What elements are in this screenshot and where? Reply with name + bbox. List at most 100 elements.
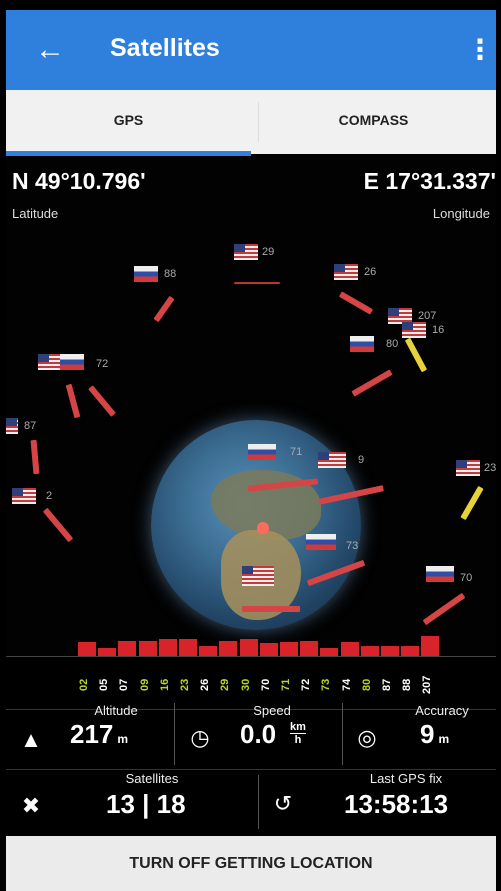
- satellite-prn-label: 72: [300, 678, 313, 692]
- signal-bar: [199, 646, 218, 656]
- satellite-panel: [153, 295, 175, 323]
- signal-bar: [239, 639, 258, 656]
- speed-unit-top: km: [290, 721, 306, 734]
- satellite-prn: 80: [386, 338, 399, 350]
- longitude-label: Longitude: [432, 206, 490, 221]
- satellite-prn: 87: [24, 420, 37, 432]
- divider: [258, 775, 259, 829]
- usa-flag-icon: [456, 460, 480, 476]
- tab-compass[interactable]: COMPASS: [338, 112, 409, 128]
- history-icon: ↺: [273, 791, 293, 816]
- russia-flag-icon: [426, 566, 454, 582]
- signal-bar: [259, 643, 278, 656]
- satellites-value: 13 | 18: [106, 789, 186, 819]
- speed-label: Speed: [253, 703, 291, 718]
- signal-bar: [360, 646, 379, 656]
- page-title: Satellites: [110, 34, 220, 62]
- satellite-prn: 29: [262, 246, 275, 258]
- mountain-icon: ▲: [20, 727, 42, 752]
- altitude-number: 217: [70, 719, 114, 749]
- satellite-panel: [30, 439, 40, 475]
- app-bar: ← Satellites ⋮: [6, 10, 496, 90]
- speed-unit-bottom: h: [294, 734, 302, 746]
- speed-unit: km h: [290, 721, 306, 746]
- signal-bar: [98, 648, 117, 656]
- satellite-icon: ✖: [21, 793, 41, 818]
- divider: [6, 769, 496, 770]
- satellite-prn: 72: [96, 358, 109, 370]
- satellite-prn-label: 30: [239, 678, 252, 692]
- satellite-panel: [460, 485, 484, 521]
- satellite-prn: 9: [358, 454, 365, 466]
- signal-bar: [401, 646, 420, 656]
- satellite-prn: 2: [46, 490, 53, 502]
- satellite-prn-label: 73: [320, 678, 333, 692]
- satellite-prn-label: 29: [219, 678, 232, 692]
- signal-bar: [340, 642, 359, 656]
- russia-flag-icon: [306, 534, 336, 550]
- back-arrow-icon[interactable]: ←: [35, 33, 65, 66]
- satellite-prn: 71: [290, 446, 303, 458]
- satellite-panel: [351, 369, 393, 397]
- signal-bar: [118, 641, 137, 656]
- speedometer-icon: ◷: [190, 725, 210, 750]
- latitude-label: Latitude: [12, 206, 59, 221]
- satellite-prn-label: 88: [401, 678, 414, 692]
- usa-flag-icon: [318, 452, 346, 468]
- signal-bar: [78, 642, 96, 656]
- altitude-unit: m: [117, 732, 129, 746]
- satellite-prn-label: 09: [138, 678, 151, 692]
- accuracy-number: 9: [420, 719, 435, 749]
- satellites-label: Satellites: [125, 771, 179, 786]
- satellite-panel: [88, 385, 116, 417]
- satellite-panel: [404, 337, 428, 373]
- more-options-icon[interactable]: ⋮: [466, 34, 494, 65]
- altitude-value: 217 m: [70, 719, 128, 750]
- tab-gps[interactable]: GPS: [6, 90, 251, 156]
- longitude-value: E 17°31.337': [363, 168, 496, 194]
- signal-bar: [219, 641, 238, 656]
- target-icon: ◎: [357, 725, 377, 750]
- usa-flag-icon: [12, 488, 36, 504]
- satellite-prn: 207: [418, 310, 437, 322]
- signal-bar: [320, 648, 339, 656]
- satellite-prn: 16: [432, 324, 445, 336]
- turn-off-location-button[interactable]: TURN OFF GETTING LOCATION: [6, 836, 496, 891]
- usa-flag-icon: [6, 418, 18, 434]
- tab-bar: GPS COMPASS: [6, 90, 496, 156]
- latitude-value: N 49°10.796': [12, 168, 146, 194]
- altitude-label: Altitude: [94, 703, 138, 718]
- signal-bar: [421, 636, 440, 656]
- divider: [6, 709, 496, 710]
- signal-bar: [179, 639, 197, 656]
- satellite-prn-label: 74: [340, 678, 353, 692]
- signal-bar: [280, 642, 298, 656]
- usa-flag-icon: [402, 322, 426, 338]
- russia-flag-icon: [134, 266, 158, 282]
- signal-strength-bars: [6, 628, 496, 656]
- accuracy-label: Accuracy: [415, 703, 469, 718]
- usa-flag-icon: [38, 354, 62, 370]
- last-gps-fix-value: 13:58:13: [344, 789, 449, 819]
- satellite-prn-label: 207: [421, 675, 434, 695]
- russia-flag-icon: [248, 444, 276, 460]
- signal-bar: [158, 639, 177, 656]
- signal-bar: [300, 641, 319, 656]
- tab-divider: [258, 102, 259, 142]
- satellite-panel: [234, 282, 280, 284]
- satellite-prn: 70: [460, 572, 473, 584]
- satellite-prn-label: 23: [179, 678, 191, 692]
- satellite-prn-label: 05: [98, 678, 111, 692]
- satellite-panel: [42, 507, 74, 543]
- signal-bar: [381, 646, 399, 656]
- satellite-prn-label: 87: [381, 678, 393, 692]
- satellite-prn-label: 71: [280, 678, 292, 692]
- stats-panel: 02 05 07 09 16 23 26 29 30 70 71 72 73 74 80 87 88 207 Al…: [6, 656, 496, 836]
- satellite-prn-label: 70: [259, 678, 272, 692]
- usa-flag-icon: [334, 264, 358, 280]
- last-gps-fix-label: Last GPS fix: [369, 771, 443, 786]
- satellite-prn-label: 26: [199, 678, 212, 692]
- current-position-dot: [257, 522, 269, 534]
- satellite-prn: 73: [346, 540, 359, 552]
- satellite-panel: [242, 606, 300, 612]
